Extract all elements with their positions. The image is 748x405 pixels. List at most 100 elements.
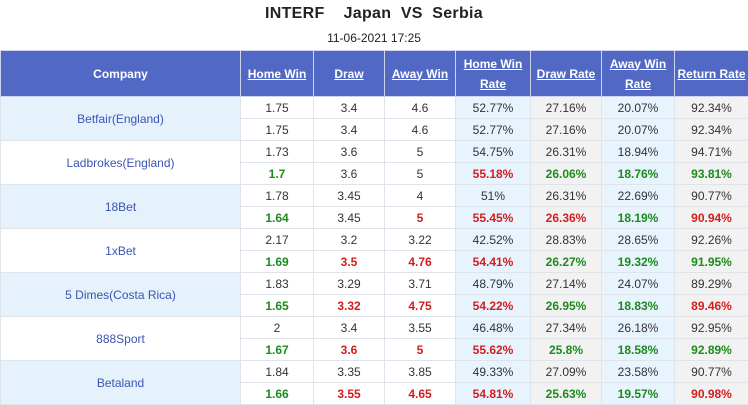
open-odds-value: 92.95% bbox=[691, 321, 732, 335]
live-odds-cell: 91.95% bbox=[675, 251, 748, 273]
live-odds-cell: 3.4 bbox=[314, 119, 385, 141]
live-odds-value: 26.27% bbox=[546, 255, 587, 269]
open-odds-cell: 46.48% bbox=[456, 317, 531, 339]
live-odds-cell: 54.81% bbox=[456, 383, 531, 405]
live-odds-value: 27.16% bbox=[546, 123, 587, 137]
live-odds-cell: 5 bbox=[385, 163, 456, 185]
open-odds-cell: 3.2 bbox=[314, 229, 385, 251]
live-odds-cell: 90.98% bbox=[675, 383, 748, 405]
live-odds-value: 92.89% bbox=[691, 343, 732, 357]
open-odds-cell: 1.84 bbox=[241, 361, 314, 383]
company-name[interactable]: 1xBet bbox=[1, 229, 241, 273]
live-odds-cell: 4.76 bbox=[385, 251, 456, 273]
company-name[interactable]: Ladbrokes(England) bbox=[1, 141, 241, 185]
live-odds-value: 54.22% bbox=[473, 299, 514, 313]
company-name[interactable]: Betaland bbox=[1, 361, 241, 405]
open-odds-cell: 90.77% bbox=[675, 185, 748, 207]
col-draw[interactable]: Draw bbox=[314, 51, 385, 97]
open-odds-cell: 90.77% bbox=[675, 361, 748, 383]
open-odds-value: 27.16% bbox=[546, 101, 587, 115]
live-odds-cell: 54.22% bbox=[456, 295, 531, 317]
open-odds-value: 51% bbox=[481, 189, 505, 203]
open-odds-cell: 18.94% bbox=[602, 141, 675, 163]
live-odds-value: 1.7 bbox=[269, 167, 286, 181]
live-odds-cell: 92.34% bbox=[675, 119, 748, 141]
open-odds-value: 26.31% bbox=[546, 189, 587, 203]
open-odds-value: 26.18% bbox=[618, 321, 659, 335]
open-odds-cell: 26.31% bbox=[531, 185, 602, 207]
col-away-win[interactable]: Away Win bbox=[385, 51, 456, 97]
col-draw-rate[interactable]: Draw Rate bbox=[531, 51, 602, 97]
live-odds-value: 54.81% bbox=[473, 387, 514, 401]
col-home-win-rate[interactable]: Home Win Rate bbox=[456, 51, 531, 97]
open-odds-value: 27.14% bbox=[546, 277, 587, 291]
company-name[interactable]: 5 Dimes(Costa Rica) bbox=[1, 273, 241, 317]
live-odds-value: 91.95% bbox=[691, 255, 732, 269]
open-odds-cell: 52.77% bbox=[456, 97, 531, 119]
live-odds-value: 1.65 bbox=[265, 299, 288, 313]
col-home-win[interactable]: Home Win bbox=[241, 51, 314, 97]
company-name[interactable]: Betfair(England) bbox=[1, 97, 241, 141]
live-odds-cell: 18.76% bbox=[602, 163, 675, 185]
live-odds-cell: 1.75 bbox=[241, 119, 314, 141]
open-odds-value: 5 bbox=[417, 145, 424, 159]
live-odds-value: 1.69 bbox=[265, 255, 288, 269]
open-odds-cell: 4 bbox=[385, 185, 456, 207]
live-odds-cell: 1.65 bbox=[241, 295, 314, 317]
match-title: INTERF Japan VS Serbia bbox=[0, 0, 748, 28]
open-odds-value: 49.33% bbox=[473, 365, 514, 379]
company-name[interactable]: 18Bet bbox=[1, 185, 241, 229]
col-company: Company bbox=[1, 51, 241, 97]
live-odds-cell: 20.07% bbox=[602, 119, 675, 141]
live-odds-cell: 52.77% bbox=[456, 119, 531, 141]
open-odds-value: 1.84 bbox=[265, 365, 288, 379]
live-odds-cell: 18.58% bbox=[602, 339, 675, 361]
open-odds-cell: 89.29% bbox=[675, 273, 748, 295]
open-odds-cell: 3.22 bbox=[385, 229, 456, 251]
open-odds-cell: 94.71% bbox=[675, 141, 748, 163]
live-odds-value: 25.63% bbox=[546, 387, 587, 401]
live-odds-value: 5 bbox=[417, 211, 424, 225]
open-odds-cell: 3.6 bbox=[314, 141, 385, 163]
open-odds-value: 94.71% bbox=[691, 145, 732, 159]
live-odds-value: 3.6 bbox=[341, 343, 358, 357]
live-odds-value: 3.45 bbox=[337, 211, 360, 225]
live-odds-value: 18.83% bbox=[618, 299, 659, 313]
live-odds-cell: 26.36% bbox=[531, 207, 602, 229]
col-away-win-rate[interactable]: Away Win Rate bbox=[602, 51, 675, 97]
live-odds-value: 1.75 bbox=[265, 123, 288, 137]
company-name[interactable]: 888Sport bbox=[1, 317, 241, 361]
open-odds-cell: 1.83 bbox=[241, 273, 314, 295]
col-return-rate[interactable]: Return Rate bbox=[675, 51, 748, 97]
open-odds-cell: 3.4 bbox=[314, 97, 385, 119]
open-odds-value: 3.45 bbox=[337, 189, 360, 203]
open-odds-cell: 1.78 bbox=[241, 185, 314, 207]
live-odds-cell: 1.64 bbox=[241, 207, 314, 229]
open-odds-cell: 48.79% bbox=[456, 273, 531, 295]
open-odds-value: 54.75% bbox=[473, 145, 514, 159]
live-odds-cell: 55.18% bbox=[456, 163, 531, 185]
live-odds-value: 55.45% bbox=[473, 211, 514, 225]
open-odds-cell: 92.95% bbox=[675, 317, 748, 339]
open-odds-value: 3.71 bbox=[408, 277, 431, 291]
open-odds-value: 22.69% bbox=[618, 189, 659, 203]
open-odds-value: 89.29% bbox=[691, 277, 732, 291]
open-odds-value: 48.79% bbox=[473, 277, 514, 291]
open-odds-cell: 54.75% bbox=[456, 141, 531, 163]
open-odds-value: 1.73 bbox=[265, 145, 288, 159]
live-odds-value: 54.41% bbox=[473, 255, 514, 269]
live-odds-cell: 26.95% bbox=[531, 295, 602, 317]
open-odds-value: 2 bbox=[274, 321, 281, 335]
open-odds-cell: 23.58% bbox=[602, 361, 675, 383]
live-odds-cell: 19.57% bbox=[602, 383, 675, 405]
live-odds-value: 25.8% bbox=[549, 343, 583, 357]
open-odds-value: 3.22 bbox=[408, 233, 431, 247]
live-odds-value: 3.4 bbox=[341, 123, 358, 137]
open-odds-value: 28.65% bbox=[618, 233, 659, 247]
open-odds-cell: 2 bbox=[241, 317, 314, 339]
match-datetime: 11-06-2021 17:25 bbox=[0, 28, 748, 48]
open-odds-cell: 24.07% bbox=[602, 273, 675, 295]
live-odds-value: 55.62% bbox=[473, 343, 514, 357]
live-odds-cell: 4.75 bbox=[385, 295, 456, 317]
